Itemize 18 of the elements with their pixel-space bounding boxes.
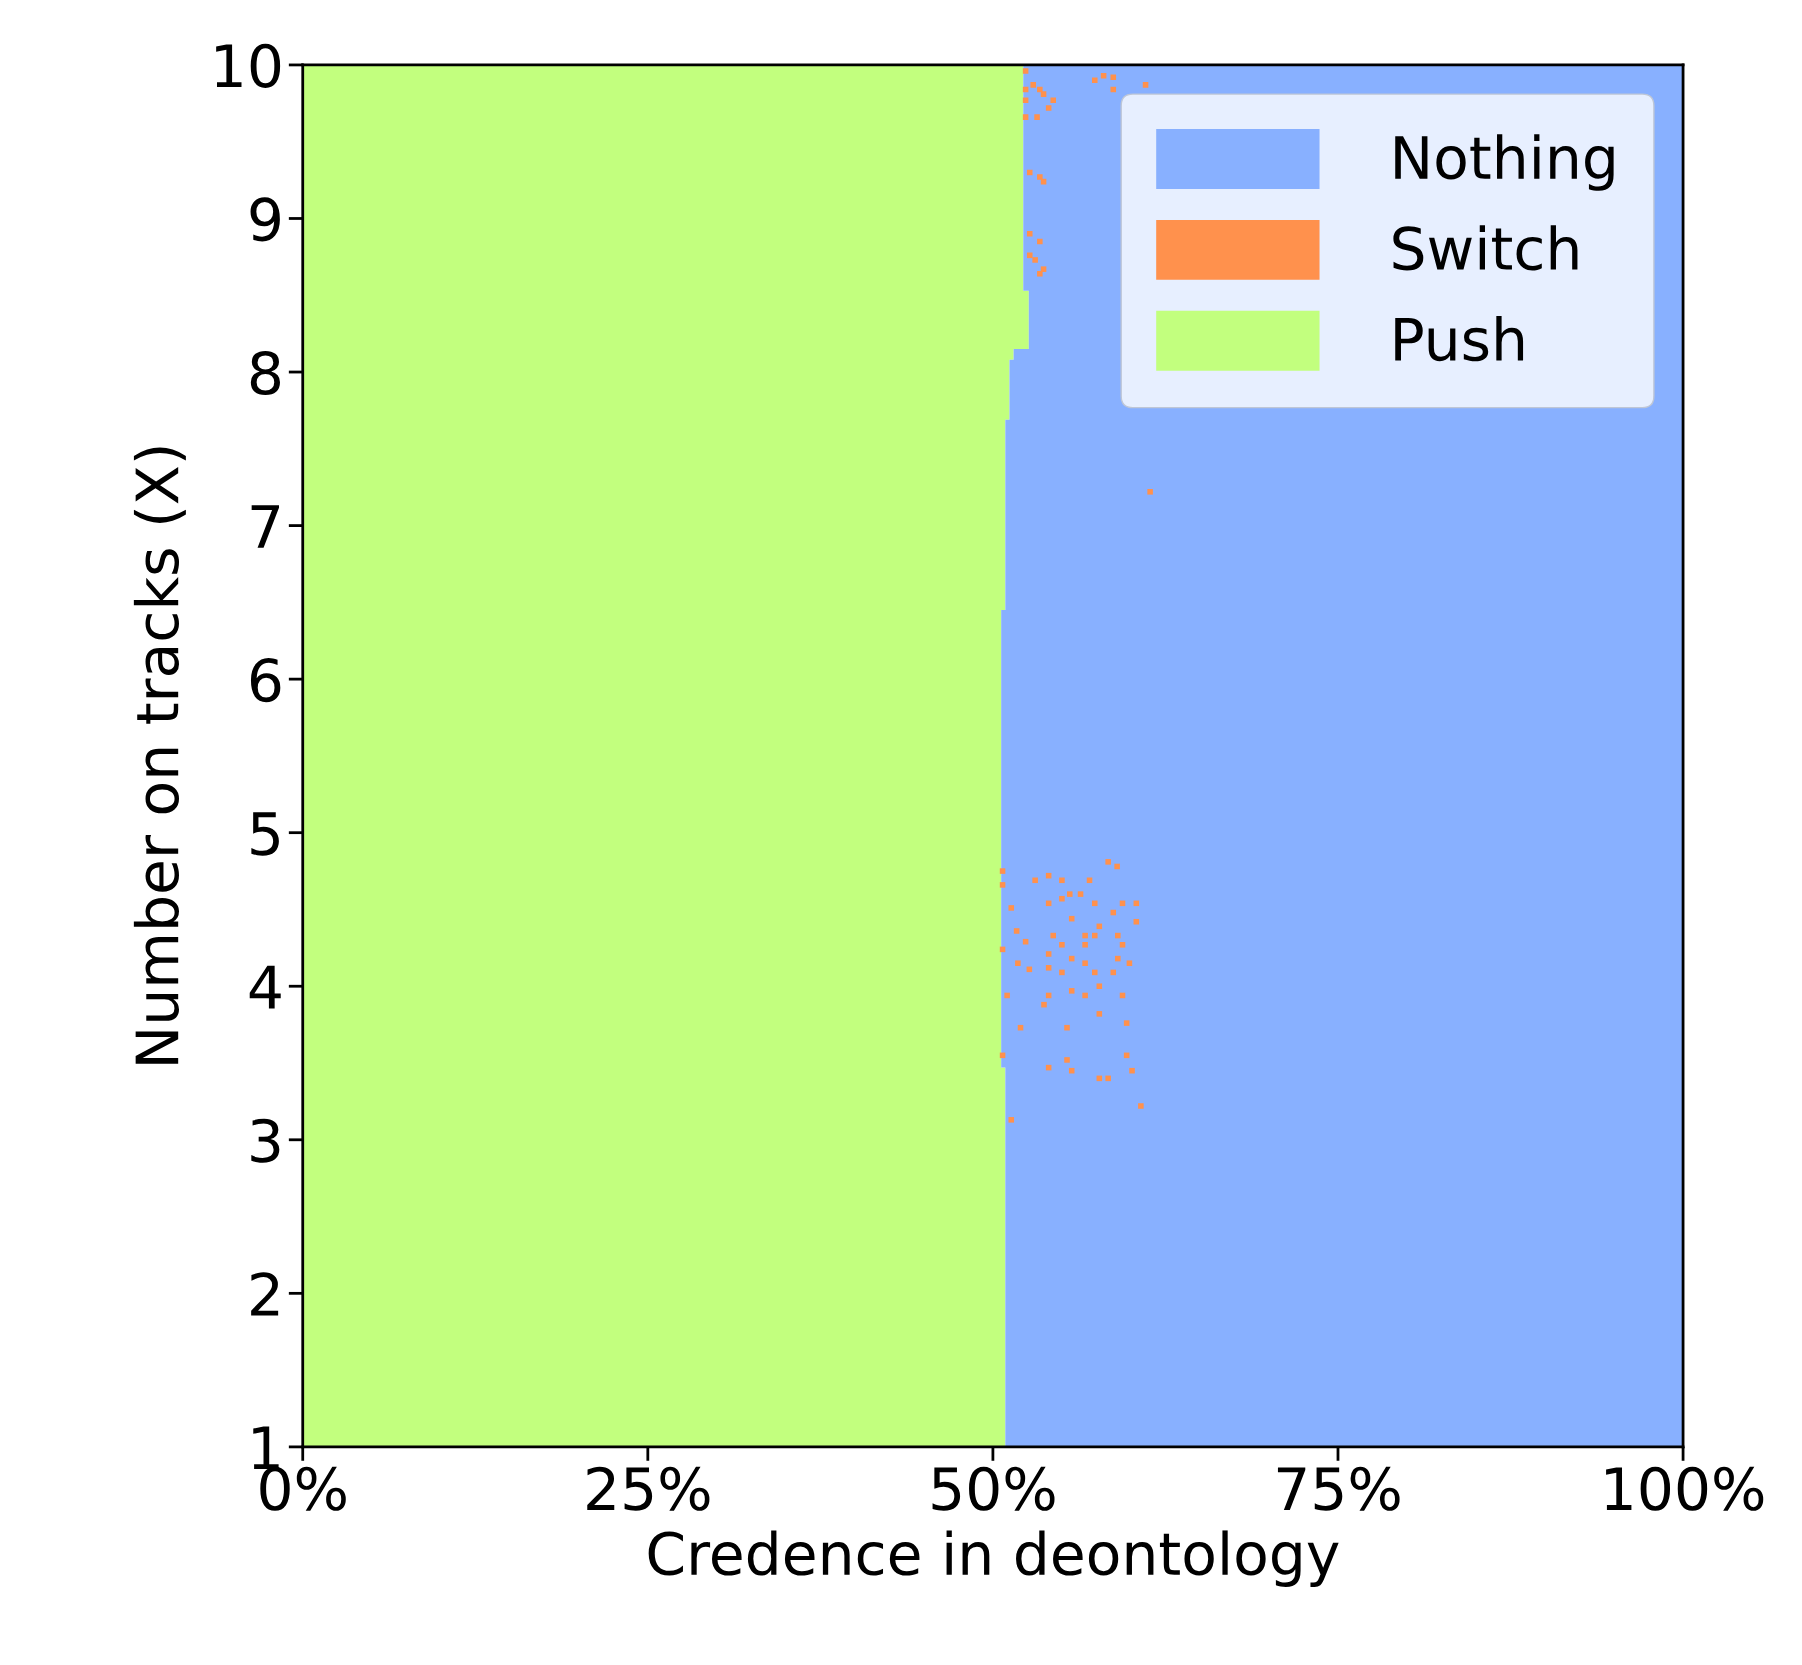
y-tick-label: 7 (251, 505, 279, 548)
y-tick-label: 3 (251, 1118, 280, 1163)
x-tick-label: 25% (587, 1466, 710, 1511)
x-tick-label: 50% (932, 1466, 1055, 1511)
y-axis-title: Number on tracks (X) (133, 447, 186, 1064)
y-tick-label: 9 (250, 197, 280, 242)
y-tick-label: 10 (216, 43, 281, 88)
y-tick-label: 8 (250, 350, 280, 396)
y-tick-label: 2 (251, 1272, 279, 1316)
x-tick-label: 100% (1606, 1466, 1764, 1511)
y-tick-label: 4 (249, 965, 281, 1009)
y-tick-label: 6 (250, 658, 281, 703)
x-axis-title: Credence in deontology (648, 1530, 1339, 1587)
legend-label: Switch (1393, 225, 1578, 271)
y-tick-label: 5 (251, 812, 279, 856)
legend-label: Push (1395, 316, 1524, 362)
x-tick-label: 75% (1277, 1466, 1400, 1511)
legend-label: Nothing (1395, 134, 1614, 191)
